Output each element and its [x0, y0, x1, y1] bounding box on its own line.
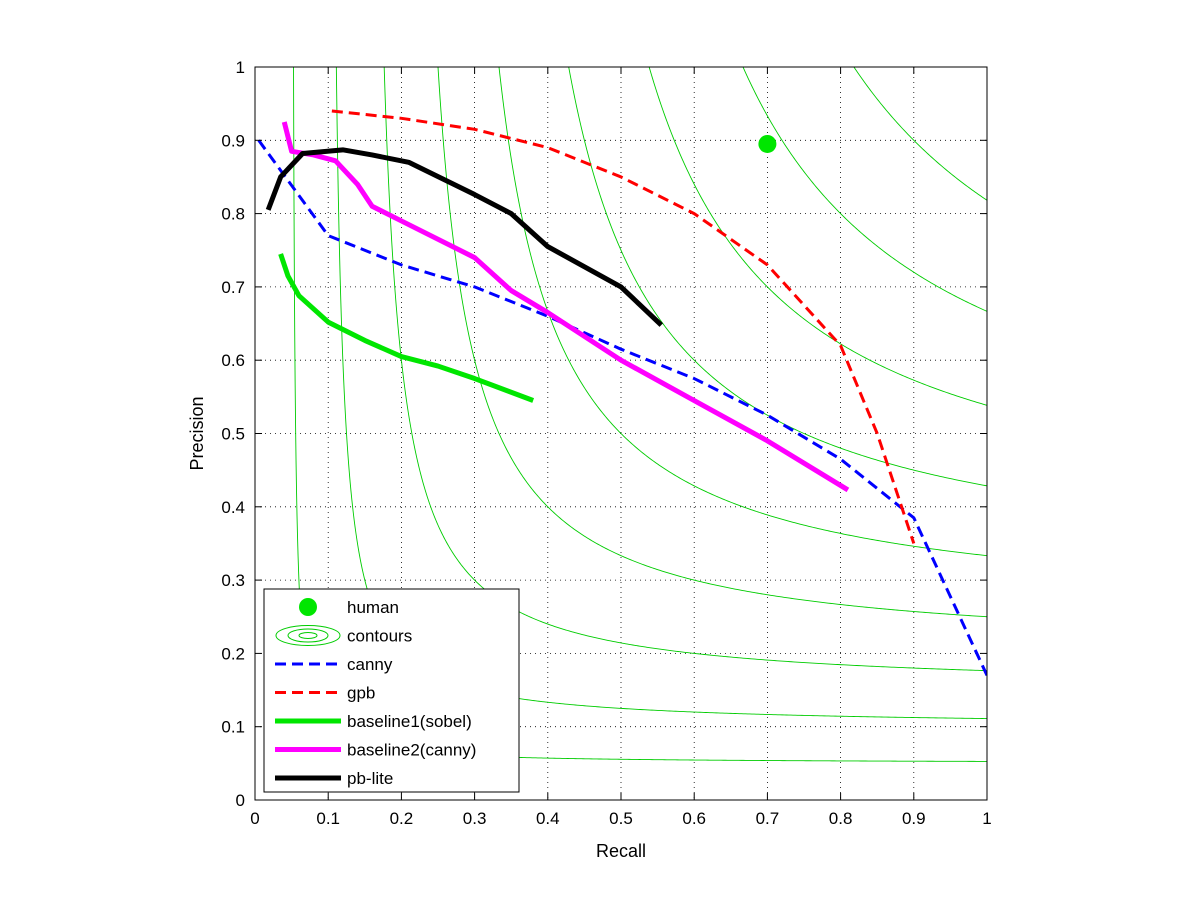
y-tick-label: 0.5 [221, 425, 245, 444]
x-tick-label: 1 [982, 809, 991, 828]
x-tick-label: 0.4 [536, 809, 560, 828]
x-axis-label: Recall [596, 841, 646, 861]
f-contour-line [648, 67, 987, 406]
x-tick-label: 0.1 [316, 809, 340, 828]
x-tick-label: 0.6 [682, 809, 706, 828]
legend-label: gpb [347, 684, 375, 703]
x-tick-label: 0.9 [902, 809, 926, 828]
legend-label: baseline2(canny) [347, 741, 476, 760]
y-tick-label: 0.8 [221, 205, 245, 224]
f-contour-line [498, 67, 987, 557]
x-tick-label: 0.7 [756, 809, 780, 828]
f-contour-line [742, 67, 987, 312]
legend: human contours canny gpb baseline1(sobel) bas… [263, 588, 520, 793]
y-tick-label: 0.3 [221, 571, 245, 590]
legend-swatch-contours [275, 625, 341, 646]
f-contour-line [383, 67, 987, 672]
series-line-baseline2-canny- [281, 121, 850, 493]
x-tick-label: 0 [250, 809, 259, 828]
y-axis-label: Precision [187, 396, 207, 470]
f-contour-line [437, 67, 987, 618]
legend-swatch-human [299, 598, 317, 616]
y-tick-label: 0.9 [221, 131, 245, 150]
y-tick-label: 0.1 [221, 718, 245, 737]
legend-label: contours [347, 627, 412, 646]
x-tick-label: 0.2 [390, 809, 414, 828]
f-contour-line [568, 67, 987, 487]
x-tick-label: 0.5 [609, 809, 633, 828]
y-tick-label: 0 [236, 791, 245, 810]
x-tick-label: 0.3 [463, 809, 487, 828]
y-tick-label: 0.7 [221, 278, 245, 297]
series-line-canny [257, 139, 987, 677]
legend-label: human [347, 598, 399, 617]
human-marker [758, 134, 777, 153]
series-line-pb-lite [265, 147, 663, 327]
y-tick-label: 0.2 [221, 644, 245, 663]
y-tick-label: 0.6 [221, 351, 245, 370]
y-tick-label: 1 [236, 58, 245, 77]
series-line-gpb [331, 109, 916, 544]
legend-label: canny [347, 655, 393, 674]
x-tick-label: 0.8 [829, 809, 853, 828]
legend-box [263, 588, 520, 793]
series-layer [257, 109, 987, 677]
legend-label: pb-lite [347, 769, 393, 788]
y-tick-label: 0.4 [221, 498, 245, 517]
series-line-baseline1-sobel- [278, 253, 535, 403]
axis-ticks: 0 0.1 0.2 0.3 0.4 0.5 0.6 0.7 0.8 0.9 1 0 0.1 0.2 0.3 0… [221, 58, 991, 828]
f-contour-line [853, 67, 987, 201]
legend-label: baseline1(sobel) [347, 712, 472, 731]
